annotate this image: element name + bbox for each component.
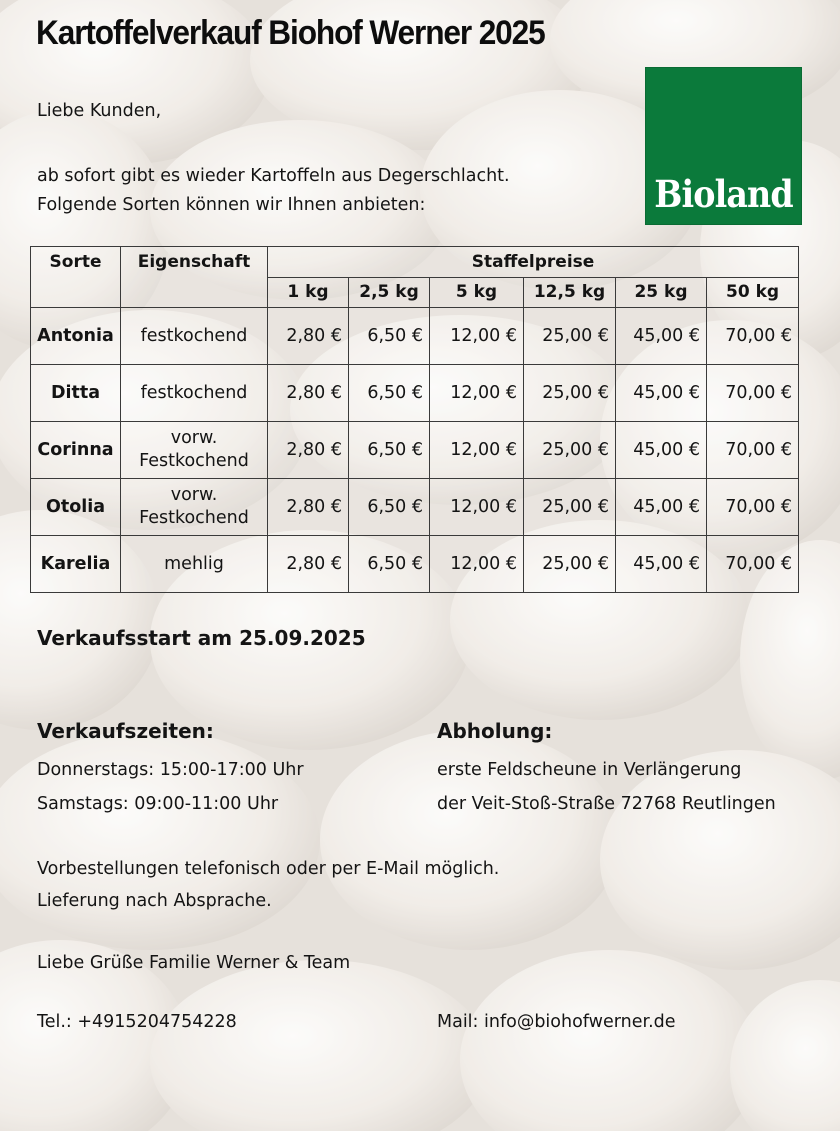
price-cell: 45,00 €: [615, 421, 707, 479]
sorte-cell: Antonia: [30, 307, 121, 365]
eigenschaft-cell: vorw. Festkochend: [120, 421, 268, 479]
table-row: Otolia vorw. Festkochend 2,80 € 6,50 € 12…: [30, 478, 800, 536]
vorbestellung-text: Vorbestellungen telefonisch oder per E-M…: [37, 859, 500, 879]
price-cell: 2,80 €: [267, 421, 349, 479]
col-header-eigenschaft: Eigenschaft: [120, 246, 268, 308]
size-header: 50 kg: [705, 277, 800, 308]
verkaufszeiten-line-1: Donnerstags: 15:00-17:00 Uhr: [37, 760, 304, 780]
price-cell: 6,50 €: [348, 364, 430, 422]
lieferung-text: Lieferung nach Absprache.: [37, 891, 272, 911]
phone-number: Tel.: +4915204754228: [37, 1012, 237, 1032]
sorte-cell: Corinna: [30, 421, 121, 479]
price-cell: 12,00 €: [429, 478, 524, 536]
price-cell: 6,50 €: [348, 421, 430, 479]
price-cell: 45,00 €: [615, 307, 707, 365]
eigenschaft-cell: mehlig: [120, 535, 268, 593]
table-row: Antonia festkochend 2,80 € 6,50 € 12,00 …: [30, 307, 800, 365]
sorte-cell: Karelia: [30, 535, 121, 593]
eigenschaft-line-1: mehlig: [164, 553, 224, 574]
table-row: Karelia mehlig 2,80 € 6,50 € 12,00 € 25,…: [30, 535, 800, 593]
eigenschaft-cell: festkochend: [120, 364, 268, 422]
price-cell: 70,00 €: [705, 421, 800, 479]
eigenschaft-cell: festkochend: [120, 307, 268, 365]
table-row: Corinna vorw. Festkochend 2,80 € 6,50 € 1…: [30, 421, 800, 479]
price-cell: 25,00 €: [523, 364, 616, 422]
eigenschaft-line-1: vorw.: [170, 428, 218, 448]
bioland-logo-text: Bioland: [654, 172, 793, 216]
price-cell: 6,50 €: [348, 478, 430, 536]
price-cell: 12,00 €: [429, 535, 524, 593]
verkaufsstart: Verkaufsstart am 25.09.2025: [37, 626, 366, 650]
intro-line-1: ab sofort gibt es wieder Kartoffeln aus …: [37, 166, 510, 186]
col-header-staffelpreise: Staffelpreise: [266, 246, 800, 278]
size-header: 25 kg: [615, 277, 707, 308]
price-cell: 12,00 €: [429, 307, 524, 365]
price-cell: 12,00 €: [429, 421, 524, 479]
price-cell: 25,00 €: [523, 478, 616, 536]
email-address: Mail: info@biohofwerner.de: [437, 1012, 676, 1032]
abholung-line-2: der Veit-Stoß-Straße 72768 Reutlingen: [437, 794, 776, 814]
sorte-cell: Otolia: [30, 478, 121, 536]
eigenschaft-line-2: Festkochend: [139, 508, 249, 528]
size-header: 5 kg: [429, 277, 524, 308]
eigenschaft-line-2: Festkochend: [139, 451, 249, 471]
eigenschaft-cell: vorw. Festkochend: [120, 478, 268, 536]
eigenschaft-line-1: vorw.: [170, 485, 218, 505]
sorte-cell: Ditta: [30, 364, 121, 422]
closing-greeting: Liebe Grüße Familie Werner & Team: [37, 953, 351, 973]
bioland-logo: Bioland: [646, 68, 801, 224]
price-cell: 25,00 €: [523, 421, 616, 479]
price-cell: 6,50 €: [348, 535, 430, 593]
price-cell: 2,80 €: [267, 535, 349, 593]
verkaufszeiten-heading: Verkaufszeiten:: [37, 719, 214, 743]
size-header: 12,5 kg: [523, 277, 616, 308]
size-header: 1 kg: [267, 277, 349, 308]
price-cell: 2,80 €: [267, 307, 349, 365]
price-cell: 45,00 €: [615, 478, 707, 536]
eigenschaft-line-1: festkochend: [140, 382, 248, 403]
price-cell: 25,00 €: [523, 535, 616, 593]
size-header: 2,5 kg: [348, 277, 430, 308]
price-cell: 70,00 €: [705, 364, 800, 422]
price-table: Sorte Eigenschaft Staffelpreise 1 kg 2,5…: [30, 246, 800, 593]
price-cell: 70,00 €: [705, 535, 800, 593]
verkaufszeiten-line-2: Samstags: 09:00-11:00 Uhr: [37, 794, 279, 814]
price-cell: 45,00 €: [615, 364, 707, 422]
price-cell: 70,00 €: [705, 307, 800, 365]
price-cell: 6,50 €: [348, 307, 430, 365]
page-title: Kartoffelverkauf Biohof Werner 2025: [36, 14, 546, 52]
intro-line-2: Folgende Sorten können wir Ihnen anbiete…: [37, 195, 426, 215]
price-cell: 25,00 €: [523, 307, 616, 365]
col-header-sorte: Sorte: [30, 246, 121, 308]
price-cell: 12,00 €: [429, 364, 524, 422]
price-cell: 2,80 €: [267, 364, 349, 422]
eigenschaft-line-1: festkochend: [140, 325, 248, 346]
table-row: Ditta festkochend 2,80 € 6,50 € 12,00 € …: [30, 364, 800, 422]
greeting: Liebe Kunden,: [37, 101, 162, 121]
abholung-line-1: erste Feldscheune in Verlängerung: [437, 760, 742, 780]
price-cell: 70,00 €: [705, 478, 800, 536]
price-cell: 45,00 €: [615, 535, 707, 593]
abholung-heading: Abholung:: [437, 719, 553, 743]
price-cell: 2,80 €: [267, 478, 349, 536]
